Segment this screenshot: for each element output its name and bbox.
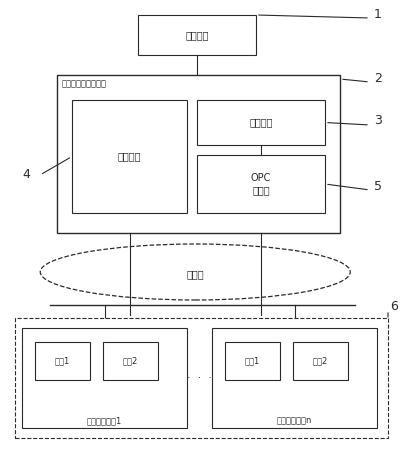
Bar: [293, 342, 348, 380]
Text: OPC
服务器: OPC 服务器: [251, 173, 271, 195]
Text: 数据监视与调试装置: 数据监视与调试装置: [62, 79, 107, 88]
Text: 接口2: 接口2: [123, 357, 138, 365]
Text: 接口1: 接口1: [55, 357, 70, 365]
Bar: [22, 328, 187, 428]
Text: 监视模块: 监视模块: [249, 118, 273, 128]
Bar: [225, 342, 280, 380]
Bar: [103, 342, 158, 380]
Text: 以太网: 以太网: [187, 269, 204, 279]
Bar: [197, 100, 325, 145]
Text: 5: 5: [374, 180, 382, 193]
Text: 显示组件: 显示组件: [185, 30, 209, 40]
Text: 调试模块: 调试模块: [118, 151, 141, 162]
Bar: [212, 328, 377, 428]
Bar: [72, 100, 187, 213]
Text: 4: 4: [22, 168, 30, 181]
Bar: [35, 342, 90, 380]
Text: 1: 1: [374, 8, 382, 21]
Text: 列车网络设备1: 列车网络设备1: [87, 417, 122, 426]
Bar: [15, 318, 388, 438]
Bar: [138, 15, 256, 55]
Bar: [57, 75, 340, 233]
Text: 列车网络设备n: 列车网络设备n: [277, 417, 312, 426]
Text: 2: 2: [374, 71, 382, 84]
Text: 3: 3: [374, 114, 382, 128]
Text: 6: 6: [390, 299, 398, 313]
Bar: [197, 155, 325, 213]
Text: ·  ·  ·: · · ·: [187, 373, 212, 383]
Text: 接口2: 接口2: [313, 357, 328, 365]
Text: 接口1: 接口1: [245, 357, 260, 365]
